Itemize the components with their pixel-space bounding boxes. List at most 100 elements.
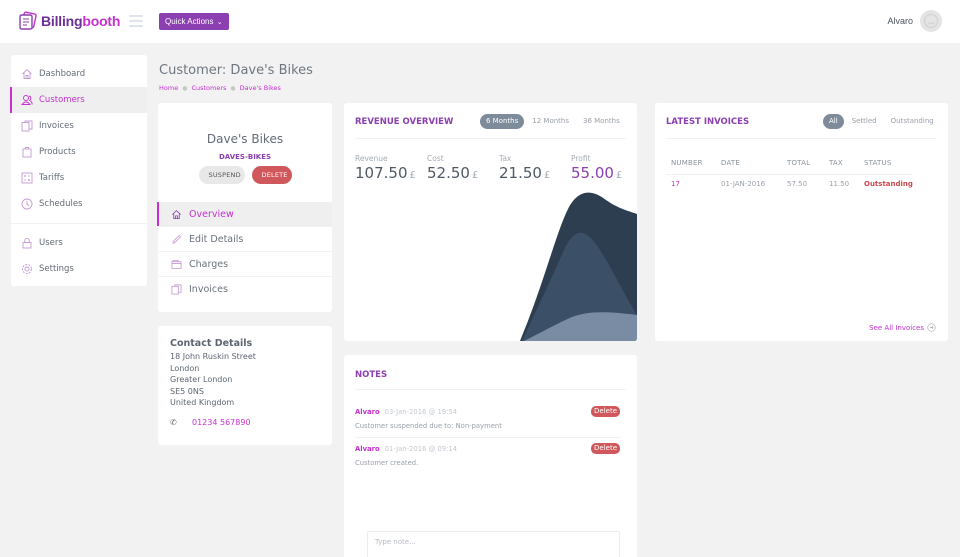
breadcrumb-home[interactable]: Home xyxy=(159,84,179,92)
smiley-icon xyxy=(924,14,938,28)
delete-note-button[interactable]: Delete xyxy=(591,406,620,417)
chevron-down-icon: ⌄ xyxy=(216,19,223,26)
stat-revenue: Revenue 107.50 £ xyxy=(355,154,416,182)
sidebar-item-customers[interactable]: Customers xyxy=(10,87,147,113)
contact-title: Contact Details xyxy=(170,338,253,349)
address-line: SE5 0NS xyxy=(170,386,204,396)
note-text: Customer created. xyxy=(355,459,419,467)
range-36-months[interactable]: 36 Months xyxy=(583,117,620,125)
breadcrumb-current[interactable]: Dave's Bikes xyxy=(239,84,281,92)
stat-profit: Profit 55.00 £ xyxy=(571,154,623,182)
revenue-overview-card: REVENUE OVERVIEW 6 Months 12 Months 36 M… xyxy=(344,103,637,341)
invoice-total: 57.50 xyxy=(787,180,808,189)
breadcrumb-separator: ● xyxy=(182,84,188,92)
divider xyxy=(666,138,937,139)
subnav-charges[interactable]: Charges xyxy=(158,252,332,277)
note-time: 01-Jan-2016 @ 09:14 xyxy=(384,445,458,453)
note-divider xyxy=(355,437,620,438)
subnav-overview[interactable]: Overview xyxy=(157,202,332,227)
latest-invoices-card: LATEST INVOICES All Settled Outstanding … xyxy=(655,103,948,341)
filter-all[interactable]: All xyxy=(823,114,844,129)
avatar[interactable] xyxy=(920,10,942,32)
user-name: Alvaro xyxy=(887,16,913,26)
column-header: NUMBER xyxy=(666,158,716,175)
note-input[interactable] xyxy=(367,531,620,557)
customers-icon xyxy=(21,94,33,106)
customer-subnav: Overview Edit Details Charges Invoices xyxy=(157,202,332,302)
logo-icon xyxy=(19,11,37,30)
tax-series-area xyxy=(524,312,637,341)
sidebar-item-invoices[interactable]: Invoices xyxy=(11,113,147,139)
menu-toggle-icon[interactable] xyxy=(129,15,143,27)
breadcrumb-customers[interactable]: Customers xyxy=(191,84,227,92)
note-text: Customer suspended due to: Non-payment xyxy=(355,422,502,430)
revenue-stats: Revenue 107.50 £ Cost 52.50 £ Tax 21.50 £ P… xyxy=(355,154,637,182)
logo-text: Billingbooth xyxy=(41,13,121,29)
note-author[interactable]: Alvaro xyxy=(355,445,380,453)
see-all-invoices-link[interactable]: See All Invoices xyxy=(869,323,936,332)
invoice-filter: All Settled Outstanding xyxy=(821,114,940,129)
delete-note-button[interactable]: Delete xyxy=(591,443,620,454)
column-header: TAX xyxy=(824,158,859,175)
breadcrumb: Home ● Customers ● Dave's Bikes xyxy=(159,84,281,92)
suspend-button[interactable]: SUSPEND xyxy=(198,166,245,184)
filter-outstanding[interactable]: Outstanding xyxy=(890,117,934,125)
sidebar: Dashboard Customers Invoices Products Ta… xyxy=(10,55,147,286)
address-line: Greater London xyxy=(170,375,233,385)
tariffs-icon xyxy=(21,172,33,184)
gear-icon xyxy=(21,263,33,275)
column-header: STATUS xyxy=(859,158,913,175)
products-icon xyxy=(21,146,33,158)
address-line: 18 John Ruskin Street xyxy=(170,352,256,361)
range-toggle: 6 Months 12 Months 36 Months xyxy=(478,114,626,129)
phone-icon: ✆ xyxy=(170,417,177,427)
invoice-tax: 11.50 xyxy=(829,180,850,189)
delete-customer-button[interactable]: DELETE xyxy=(251,166,292,184)
note-time: 03-Jan-2016 @ 19:54 xyxy=(384,408,458,416)
phone-row: ✆ 01234 567890 xyxy=(170,418,332,427)
home-icon xyxy=(171,209,182,220)
column-header: TOTAL xyxy=(782,158,824,175)
sidebar-item-users[interactable]: Users xyxy=(11,230,147,256)
top-bar: Billingbooth Quick Actions ⌄ Alvaro xyxy=(0,0,960,43)
note-author[interactable]: Alvaro xyxy=(355,408,380,416)
quick-actions-button[interactable]: Quick Actions ⌄ xyxy=(159,13,229,30)
invoice-status: Outstanding xyxy=(864,180,913,189)
customer-name: Dave's Bikes xyxy=(206,132,284,146)
invoices-title: LATEST INVOICES xyxy=(666,117,750,127)
phone-number[interactable]: 01234 567890 xyxy=(192,417,251,427)
invoices-icon xyxy=(171,284,182,295)
range-6-months[interactable]: 6 Months xyxy=(480,114,525,129)
breadcrumb-separator: ● xyxy=(230,84,236,92)
address-line: United Kingdom xyxy=(170,398,235,408)
invoice-number[interactable]: 17 xyxy=(671,180,680,189)
pencil-icon xyxy=(171,234,182,245)
note-item: Alvaro 03-Jan-2016 @ 19:54 Customer susp… xyxy=(355,406,620,430)
divider xyxy=(355,389,626,390)
table-row[interactable]: 17 01-JAN-2016 57.50 11.50 Outstanding xyxy=(666,174,913,190)
address-line: London xyxy=(170,363,200,373)
range-12-months[interactable]: 12 Months xyxy=(532,117,569,125)
stat-cost: Cost 52.50 £ xyxy=(427,154,479,182)
subnav-edit-details[interactable]: Edit Details xyxy=(158,227,332,252)
sidebar-divider xyxy=(11,223,147,224)
subnav-invoices[interactable]: Invoices xyxy=(158,277,332,302)
revenue-title: REVENUE OVERVIEW xyxy=(355,117,454,127)
arrow-circle-right-icon xyxy=(927,323,936,332)
customer-code: DAVES-BIKES xyxy=(218,153,272,161)
logo[interactable]: Billingbooth xyxy=(17,11,120,31)
column-header: DATE xyxy=(716,158,782,175)
user-menu[interactable]: Alvaro xyxy=(887,10,942,32)
sidebar-item-products[interactable]: Products xyxy=(11,139,147,165)
invoice-date: 01-JAN-2016 xyxy=(721,180,766,189)
sidebar-item-schedules[interactable]: Schedules xyxy=(11,191,147,217)
wallet-icon xyxy=(171,259,182,270)
sidebar-item-tariffs[interactable]: Tariffs xyxy=(11,165,147,191)
home-icon xyxy=(21,68,33,80)
profile-actions: SUSPEND DELETE xyxy=(158,166,332,184)
customer-profile-card: Dave's Bikes DAVES-BIKES SUSPEND DELETE … xyxy=(157,103,332,312)
sidebar-item-dashboard[interactable]: Dashboard xyxy=(11,61,147,87)
filter-settled[interactable]: Settled xyxy=(851,117,877,125)
invoices-table: NUMBER DATE TOTAL TAX STATUS 17 01-JAN-2… xyxy=(666,158,913,190)
sidebar-item-settings[interactable]: Settings xyxy=(11,256,147,282)
